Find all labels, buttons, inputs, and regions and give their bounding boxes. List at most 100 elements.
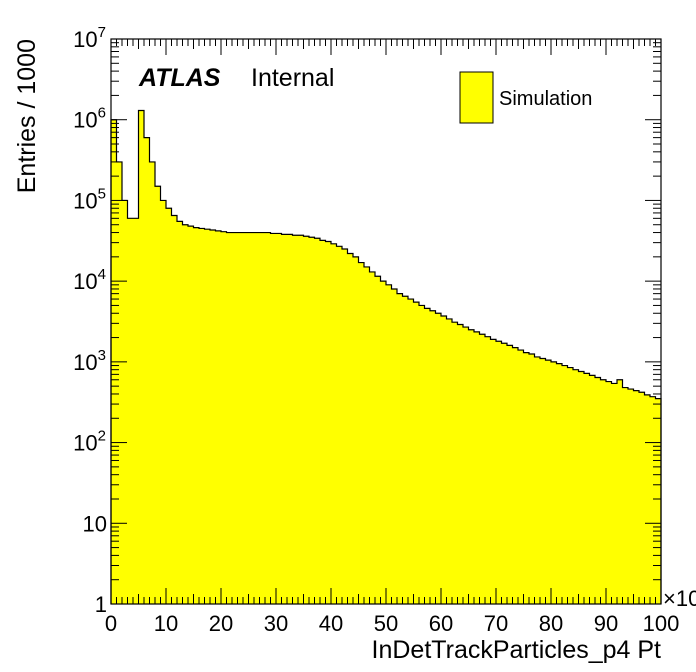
y-tick-label: 104 [73, 266, 106, 294]
histogram-bar [512, 347, 519, 604]
atlas-label: ATLAS [138, 64, 221, 92]
histogram-bar [166, 208, 172, 604]
atlas-status-label: Internal [251, 64, 334, 92]
x-tick-label: 30 [264, 611, 288, 636]
histogram-bar [567, 367, 574, 604]
histogram-bar [468, 329, 475, 604]
x-tick-label: 100 [643, 611, 680, 636]
histogram-bar [540, 358, 546, 604]
x-tick-label: 0 [105, 611, 117, 636]
y-tick-label: 103 [73, 347, 106, 375]
histogram-bar [358, 262, 365, 604]
histogram-bar [430, 310, 436, 604]
y-tick-label: 106 [73, 105, 106, 133]
histogram-bar [182, 224, 189, 604]
histogram-bar [479, 334, 486, 604]
x-tick-label: 10 [154, 611, 178, 636]
histogram-bar [391, 288, 398, 604]
y-axis-ticks [111, 38, 661, 605]
histogram-bar [380, 281, 387, 604]
histogram-bar [298, 235, 304, 604]
histogram-bar [138, 110, 145, 605]
histogram-bar [584, 373, 590, 604]
histogram-bar [254, 232, 260, 604]
x-axis-tick-labels: 0 10 20 30 40 50 60 70 80 90 100 [105, 611, 679, 636]
histogram-bar [204, 229, 211, 604]
histogram-bar [243, 232, 249, 604]
x-axis-title: InDetTrackParticles_p4 Pt [372, 636, 662, 664]
histogram-bar [589, 375, 596, 604]
histogram-bar [595, 377, 601, 604]
histogram-bar [507, 345, 513, 604]
histogram-bar [122, 200, 128, 604]
histogram-bar [375, 276, 381, 604]
histogram-bar [485, 336, 491, 604]
histogram-bar [633, 390, 640, 604]
histogram-bar [133, 218, 139, 604]
y-axis-title: Entries / 1000 [13, 39, 41, 193]
histogram-bar [529, 354, 535, 604]
x-tick-label: 80 [539, 611, 563, 636]
histogram-bar [622, 387, 629, 604]
histogram-bar [518, 350, 524, 604]
legend: Simulation [459, 71, 592, 124]
histogram-bar [353, 256, 359, 604]
legend-label: Simulation [499, 88, 592, 110]
x-tick-label: 60 [429, 611, 453, 636]
histogram-bar [611, 383, 618, 604]
y-axis-tick-labels: 1 10 102 103 104 105 106 107 [73, 24, 107, 617]
x-tick-label: 70 [484, 611, 508, 636]
histogram-bar [474, 331, 480, 604]
histogram-bar [424, 308, 431, 604]
histogram-bar [265, 232, 271, 604]
x-tick-label: 90 [594, 611, 618, 636]
histogram-bar [639, 392, 645, 604]
histogram-bar [336, 246, 343, 605]
x-tick-label: 20 [209, 611, 233, 636]
histogram-bar [501, 343, 508, 604]
y-tick-label: 102 [73, 428, 106, 456]
histogram-bar [402, 296, 409, 604]
histogram-bar [457, 324, 464, 604]
histogram-bar [650, 396, 656, 604]
histogram-bar [199, 228, 205, 604]
y-tick-label: 10 [83, 511, 107, 536]
histogram-bar [490, 339, 497, 604]
histogram-bar [331, 243, 337, 604]
histogram-bar [281, 234, 288, 604]
histogram-bar [655, 398, 662, 604]
histogram-bar [248, 232, 255, 604]
histogram-bar [232, 232, 238, 604]
histogram-bar [270, 233, 277, 605]
legend-swatch [459, 71, 494, 124]
x-axis-multiplier: ×103 [663, 584, 696, 611]
histogram-bar [545, 360, 552, 604]
histogram-bar [408, 299, 414, 604]
histogram-bar [210, 230, 216, 604]
histogram-bar [463, 327, 469, 604]
histogram-bar [446, 318, 453, 604]
histogram-bar [617, 379, 623, 604]
histogram-bar [292, 235, 299, 604]
histogram-bar [606, 381, 612, 604]
histogram-bar [287, 234, 293, 604]
histogram-bar [551, 361, 557, 604]
histogram-bar [171, 215, 178, 605]
histogram-bar [644, 394, 651, 604]
y-tick-label: 107 [73, 24, 106, 52]
histogram-bar [452, 322, 458, 604]
y-tick-label: 105 [73, 185, 106, 213]
histogram-bar [342, 249, 348, 604]
histogram-bar [397, 293, 403, 604]
x-axis-ticks [110, 39, 662, 604]
histogram-bar [578, 371, 585, 604]
histogram-bar [193, 227, 200, 604]
histogram-bar [562, 365, 568, 604]
histogram-bar [188, 226, 194, 604]
histogram-bar [441, 315, 447, 604]
histogram-bar [127, 218, 134, 604]
histogram-bar [600, 379, 607, 604]
histogram-bar [325, 241, 332, 604]
histogram-bar [237, 232, 244, 604]
